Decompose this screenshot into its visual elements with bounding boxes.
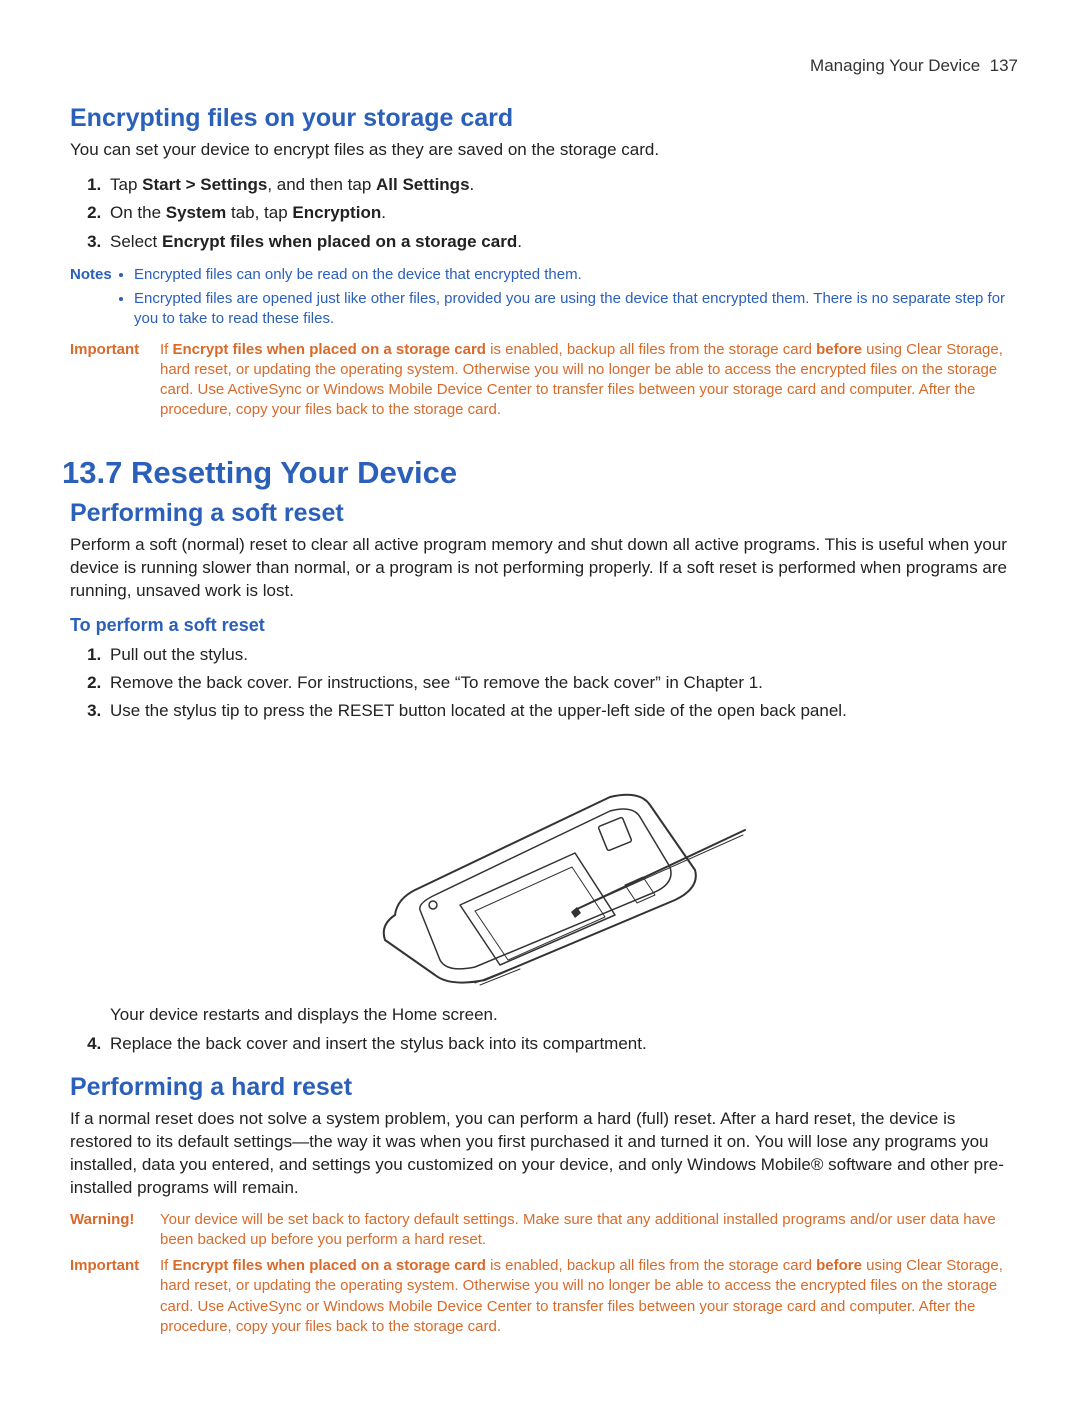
notes-body: Encrypted files can only be read on the … xyxy=(120,265,1018,334)
encrypt-step-1: Tap Start > Settings, and then tap All S… xyxy=(106,172,1018,198)
manual-page: Managing Your Device 137 Encrypting file… xyxy=(0,0,1080,1403)
running-header-page-number: 137 xyxy=(990,56,1018,75)
soft-step-3: Use the stylus tip to press the RESET bu… xyxy=(106,698,1018,724)
heading-hard-reset: Performing a hard reset xyxy=(70,1073,1018,1102)
soft-reset-steps: Pull out the stylus. Remove the back cov… xyxy=(70,642,1018,725)
running-header-title: Managing Your Device xyxy=(810,56,980,75)
hard-reset-intro: If a normal reset does not solve a syste… xyxy=(70,1108,1018,1200)
heading-soft-howto: To perform a soft reset xyxy=(70,615,1018,636)
encrypt-note-1: Encrypted files can only be read on the … xyxy=(134,265,1018,285)
running-header: Managing Your Device 137 xyxy=(62,56,1018,76)
heading-resetting: 13.7 Resetting Your Device xyxy=(62,455,1018,491)
soft-reset-steps-cont: Replace the back cover and insert the st… xyxy=(70,1031,1018,1057)
important-body: If Encrypt files when placed on a storag… xyxy=(160,340,1018,421)
encrypt-steps: Tap Start > Settings, and then tap All S… xyxy=(70,172,1018,255)
encrypt-important: Important If Encrypt files when placed o… xyxy=(70,340,1018,421)
encrypt-note-2: Encrypted files are opened just like oth… xyxy=(134,289,1018,330)
soft-reset-after: Your device restarts and displays the Ho… xyxy=(110,1005,1018,1025)
encrypt-intro: You can set your device to encrypt files… xyxy=(70,139,1018,162)
heading-encrypting: Encrypting files on your storage card xyxy=(70,104,1018,133)
heading-soft-reset: Performing a soft reset xyxy=(70,499,1018,528)
encrypt-step-2: On the System tab, tap Encryption. xyxy=(106,200,1018,226)
important-body-2: If Encrypt files when placed on a storag… xyxy=(160,1256,1018,1337)
soft-step-1: Pull out the stylus. xyxy=(106,642,1018,668)
important-label-2: Important xyxy=(70,1256,160,1337)
soft-reset-intro: Perform a soft (normal) reset to clear a… xyxy=(70,534,1018,603)
hard-reset-important: Important If Encrypt files when placed o… xyxy=(70,1256,1018,1337)
warning-body: Your device will be set back to factory … xyxy=(160,1210,1018,1251)
important-label: Important xyxy=(70,340,160,421)
soft-step-2: Remove the back cover. For instructions,… xyxy=(106,670,1018,696)
notes-label: Notes xyxy=(70,265,120,334)
soft-step-4: Replace the back cover and insert the st… xyxy=(106,1031,1018,1057)
device-reset-diagram xyxy=(325,735,755,995)
warning-label: Warning! xyxy=(70,1210,160,1251)
encrypt-step-3: Select Encrypt files when placed on a st… xyxy=(106,229,1018,255)
hard-reset-warning: Warning! Your device will be set back to… xyxy=(70,1210,1018,1251)
encrypt-notes: Notes Encrypted files can only be read o… xyxy=(70,265,1018,334)
